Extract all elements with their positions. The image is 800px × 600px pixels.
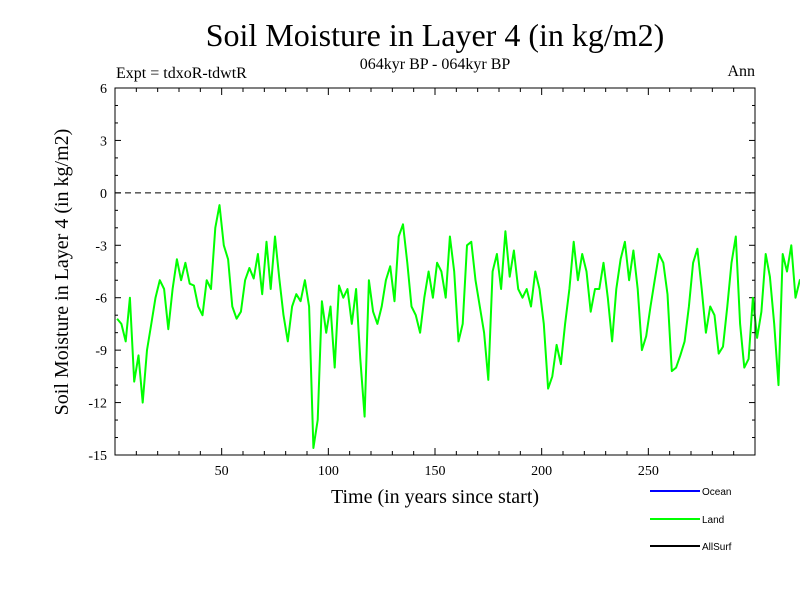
x-tick-label: 200: [531, 464, 552, 479]
y-tick-label: 3: [100, 134, 107, 149]
series-layer: [116, 204, 800, 449]
series-line-land: [116, 204, 800, 449]
x-tick-label: 100: [318, 464, 339, 479]
y-tick-labels: 6 3 0 -3 -6 -9 -12 -15: [88, 82, 107, 464]
y-tick-label: 6: [100, 82, 107, 97]
chart-title: Soil Moisture in Layer 4 (in kg/m2): [206, 17, 665, 53]
x-tick-label: 250: [638, 464, 659, 479]
x-tick-labels: 50 100 150 200 250: [215, 464, 659, 479]
x-axis-label: Time (in years since start): [331, 486, 539, 508]
plot-frame: [114, 87, 756, 456]
x-tick-label: 150: [425, 464, 446, 479]
y-tick-label: -15: [88, 449, 107, 464]
legend-label-allsurf: AllSurf: [702, 542, 732, 553]
axis-ticks: [115, 87, 755, 456]
x-tick-label: 50: [215, 464, 229, 479]
y-tick-label: -12: [88, 397, 107, 412]
y-tick-label: -6: [95, 292, 107, 307]
legend: Ocean Land AllSurf: [650, 487, 732, 553]
y-axis-label: Soil Moisture in Layer 4 (in kg/m2): [51, 129, 73, 416]
chart-subtitle: 064kyr BP - 064kyr BP: [360, 56, 511, 73]
y-tick-label: 0: [100, 187, 107, 202]
legend-label-land: Land: [702, 515, 724, 526]
season-label: Ann: [727, 63, 755, 80]
y-tick-label: -3: [95, 239, 107, 254]
y-tick-label: -9: [95, 344, 107, 359]
legend-label-ocean: Ocean: [702, 487, 731, 498]
experiment-label: Expt = tdxoR-tdwtR: [116, 65, 247, 82]
